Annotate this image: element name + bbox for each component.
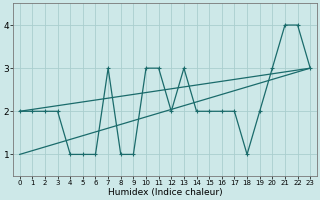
X-axis label: Humidex (Indice chaleur): Humidex (Indice chaleur) bbox=[108, 188, 222, 197]
